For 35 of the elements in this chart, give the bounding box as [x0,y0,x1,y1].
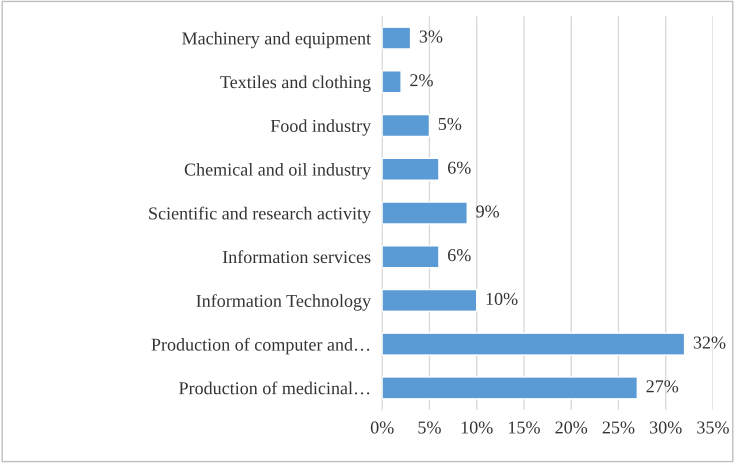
data-label: 5% [438,118,462,130]
data-label: 32% [694,336,726,349]
x-tick-label: 30% [650,421,682,434]
y-tick-label: Food industry [270,119,372,136]
x-tick-label: 15% [508,421,540,434]
y-tick-label: Information Technology [196,294,372,311]
y-tick-label: Textiles and clothing [220,76,371,92]
y-tick-label: Production of medicinal… [179,381,370,394]
bar [382,158,440,181]
y-tick-label: Chemical and oil industry [184,162,372,180]
data-label: 10% [486,292,518,306]
x-tick-label: 20% [555,421,588,434]
y-tick-label: Machinery and equipment [182,32,371,48]
bar [382,376,638,400]
data-label: 6% [448,162,471,174]
bar [382,26,412,50]
data-label: 6% [448,249,471,262]
x-tick-label: 35% [697,421,729,434]
bar [382,288,478,312]
x-tick-label: 0% [370,421,394,434]
bar [382,114,430,138]
bar [382,201,468,225]
y-tick-label: Scientific and research activity [149,206,372,224]
x-tick-label: 25% [602,421,634,434]
data-label: 2% [410,74,433,86]
bar [382,332,686,356]
data-label: 3% [420,30,442,43]
x-tick-label: 10% [462,421,493,434]
y-tick-label: Production of computer and… [151,338,370,354]
x-tick-label: 5% [418,421,441,434]
bar [382,70,402,94]
y-tick-label: Information services [222,250,370,264]
data-label: 27% [646,380,678,392]
bar [382,245,440,268]
data-label: 9% [476,205,500,218]
